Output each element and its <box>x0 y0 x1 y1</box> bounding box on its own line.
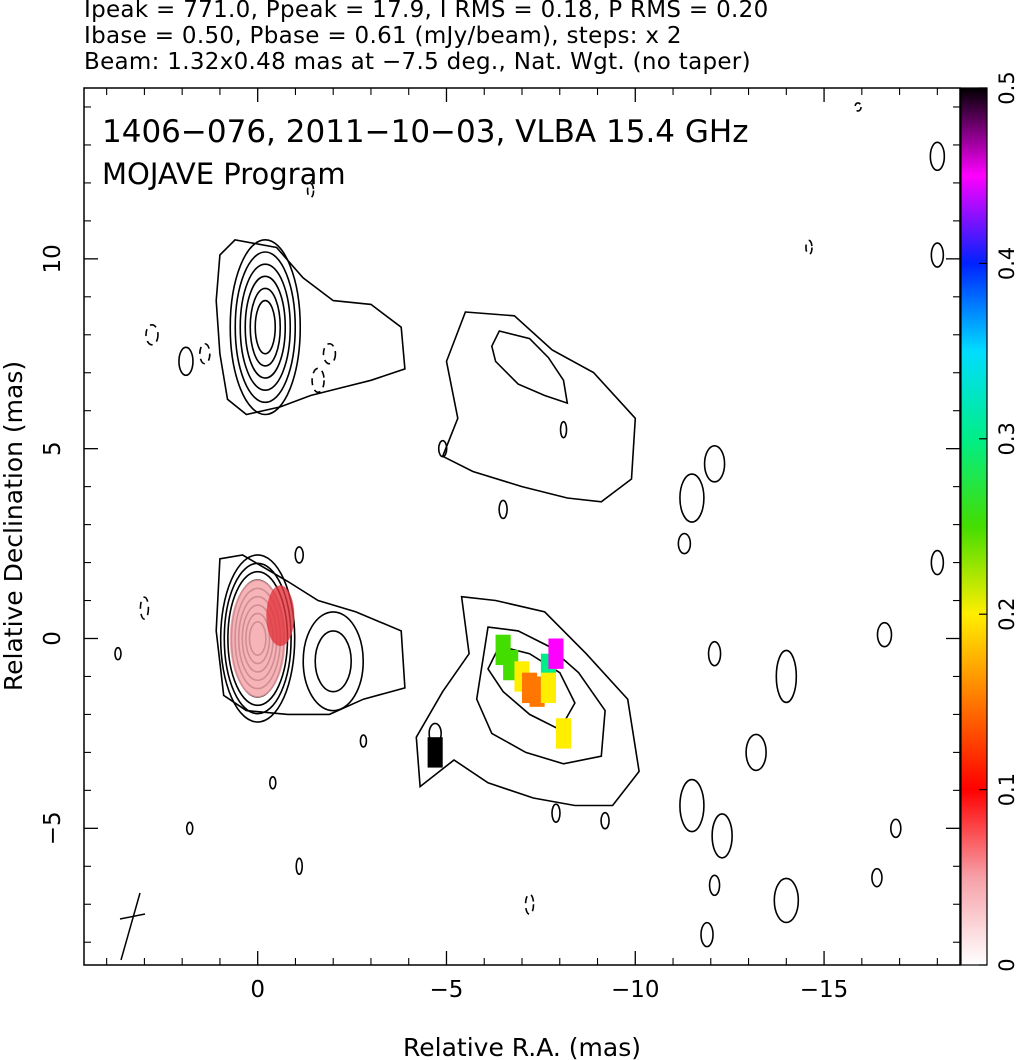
negative-contour <box>199 342 211 365</box>
beam-major-axis <box>120 892 141 961</box>
polarization-pixel <box>548 638 564 669</box>
contour <box>929 141 946 172</box>
y-tick-label: 0 <box>40 631 66 646</box>
contour <box>707 640 722 667</box>
contour <box>490 330 569 405</box>
polarization-pixel <box>540 672 556 704</box>
y-axis-label: Relative Declination (mas) <box>0 361 28 691</box>
contour <box>254 299 277 355</box>
contour <box>890 818 902 839</box>
contour <box>314 630 353 693</box>
negative-contour <box>854 102 862 112</box>
contour <box>871 867 883 888</box>
y-tick-label: 10 <box>40 244 66 273</box>
contour <box>185 821 194 836</box>
negative-contour <box>311 367 325 394</box>
x-axis-label: Relative R.A. (mas) <box>403 1033 641 1060</box>
colorbar-tick-label: 0 <box>995 958 1019 971</box>
contour <box>219 554 296 723</box>
contour <box>234 251 297 404</box>
contour <box>708 874 721 897</box>
header-line-2: Ibase = 0.50, Pbase = 0.61 (mJy/beam), s… <box>84 23 682 49</box>
contour <box>114 646 122 661</box>
y-tick-label: −5 <box>40 811 66 845</box>
colorbar-tick-label: 0.2 <box>995 597 1019 630</box>
contour <box>295 857 304 876</box>
contour <box>679 778 705 833</box>
contour <box>775 649 798 704</box>
contour <box>677 532 692 555</box>
axis-ticks: 0 −5 −10 −15 −5 0 5 10 <box>40 88 960 1003</box>
contour <box>229 239 302 416</box>
contour <box>559 420 568 439</box>
plot-frame <box>83 87 961 966</box>
contour <box>441 311 637 503</box>
contour <box>239 263 292 392</box>
contour <box>773 877 800 924</box>
colorbar-tick-label: 0.4 <box>995 247 1019 280</box>
polarization-pixel <box>503 649 519 681</box>
x-tick-label: −5 <box>430 977 464 1003</box>
polarization-layer <box>427 634 572 768</box>
x-tick-label: 0 <box>250 977 265 1003</box>
colorbar-tick-label: 0.1 <box>995 773 1019 806</box>
polarization-pixel <box>529 676 545 707</box>
core-intensity-fill <box>266 585 295 647</box>
contour <box>302 611 365 712</box>
contour <box>475 626 606 765</box>
colorbar-tick-label: 0.5 <box>995 71 1019 104</box>
contour <box>223 562 292 715</box>
colorbar-tick-label: 0.3 <box>995 422 1019 455</box>
contour <box>700 921 714 948</box>
contour <box>930 242 945 268</box>
contour <box>930 549 945 576</box>
contour <box>215 554 406 716</box>
colorbar-ticks: 0 0.1 0.2 0.3 0.4 0.5 <box>979 71 1019 972</box>
contour <box>359 734 368 748</box>
y-tick-label: 5 <box>40 441 66 456</box>
contour <box>437 439 448 458</box>
beam-minor-axis <box>119 913 146 920</box>
plot-area <box>114 102 946 961</box>
x-tick-label: −15 <box>800 977 849 1003</box>
contour <box>551 803 561 823</box>
contour <box>679 473 705 523</box>
x-tick-label: −10 <box>611 977 660 1003</box>
contour <box>876 621 893 648</box>
contour-layer <box>114 102 946 961</box>
negative-contour <box>306 182 315 199</box>
negative-contour <box>139 596 150 620</box>
contour <box>294 546 305 564</box>
polarization-pixel <box>427 737 443 768</box>
negative-contour <box>524 893 535 916</box>
contour <box>215 239 406 416</box>
contour <box>268 775 277 790</box>
negative-contour <box>805 239 813 256</box>
chart-title: 1406−076, 2011−10−03, VLBA 15.4 GHz <box>102 114 748 150</box>
contour <box>600 811 610 830</box>
contour <box>244 275 287 379</box>
header-line-3: Beam: 1.32x0.48 mas at −7.5 deg., Nat. W… <box>84 49 751 75</box>
negative-contour <box>322 342 337 365</box>
contour <box>498 499 508 520</box>
contour <box>745 733 767 772</box>
chart-subtitle: MOJAVE Program <box>102 157 346 191</box>
contour <box>703 445 726 483</box>
contour <box>178 346 194 377</box>
header-line-1: Ipeak = 771.0, Ppeak = 17.9, I RMS = 0.1… <box>84 0 769 23</box>
negative-contour <box>145 323 159 346</box>
polarization-pixel <box>555 718 572 749</box>
colorbar <box>960 87 988 966</box>
contour <box>415 595 640 807</box>
contour <box>711 813 733 859</box>
contour <box>249 287 282 367</box>
